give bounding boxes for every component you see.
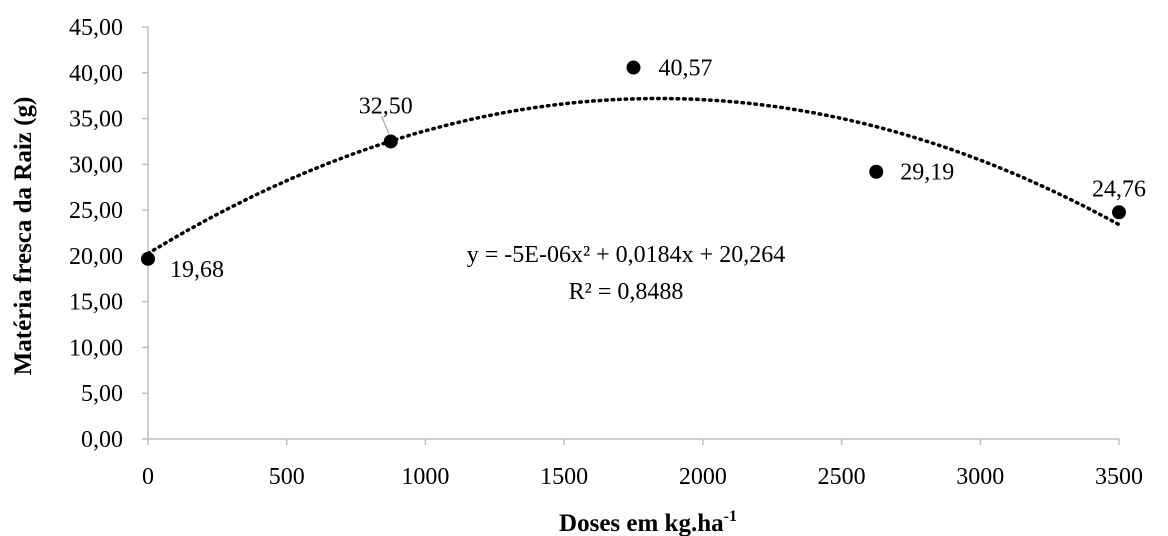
trend-r2: R² = 0,8488	[569, 279, 684, 305]
x-axis-title-text: Doses em kg.ha	[559, 510, 724, 536]
y-tick-label: 35,00	[69, 107, 123, 133]
data-point	[869, 164, 884, 179]
data-point	[1112, 205, 1126, 220]
y-axis-title: Matéria fresca da Raiz (g)	[10, 97, 37, 376]
x-tick-label: 2000	[679, 464, 727, 490]
x-tick-label: 3500	[1095, 464, 1143, 490]
x-axis-title: Doses em kg.ha-1	[559, 508, 737, 536]
x-tick-label: 500	[269, 464, 305, 490]
y-tick-label: 5,00	[81, 381, 123, 407]
x-axis-title-superscript: -1	[724, 508, 737, 525]
y-tick-label: 40,00	[69, 61, 123, 87]
trend-equation: y = -5E-06x² + 0,0184x + 20,264	[467, 242, 785, 268]
data-labels: 19,68 32,50 40,57 29,19 24,76	[170, 56, 1146, 283]
data-label: 32,50	[359, 93, 413, 119]
data-point	[383, 134, 398, 149]
data-label: 19,68	[170, 257, 224, 283]
x-tick-label: 3000	[956, 464, 1004, 490]
x-tick-label: 1000	[401, 464, 449, 490]
x-axis-ticks: 0 500 1000 1500 2000 2500 3000 3500	[142, 439, 1143, 490]
data-label: 24,76	[1092, 176, 1146, 202]
data-label-leader-line	[381, 116, 390, 134]
y-tick-label: 25,00	[69, 198, 123, 224]
data-label: 40,57	[659, 56, 713, 82]
y-tick-label: 15,00	[69, 290, 123, 316]
y-tick-label: 20,00	[69, 244, 123, 270]
y-tick-label: 10,00	[69, 335, 123, 361]
data-point	[141, 251, 155, 266]
y-tick-label: 0,00	[81, 427, 123, 453]
data-label: 29,19	[900, 160, 954, 186]
data-points	[141, 60, 1126, 266]
axes	[147, 27, 1119, 440]
x-tick-label: 2500	[818, 464, 866, 490]
data-point	[626, 60, 641, 75]
y-tick-label: 30,00	[69, 152, 123, 178]
y-axis-ticks: 0,00 5,00 10,00 15,00 20,00 25,00 30,00 35,00 40…	[69, 15, 148, 453]
x-tick-label: 0	[142, 464, 154, 490]
x-tick-label: 1500	[540, 464, 588, 490]
y-tick-label: 45,00	[69, 15, 123, 41]
trendline	[146, 96, 1121, 256]
